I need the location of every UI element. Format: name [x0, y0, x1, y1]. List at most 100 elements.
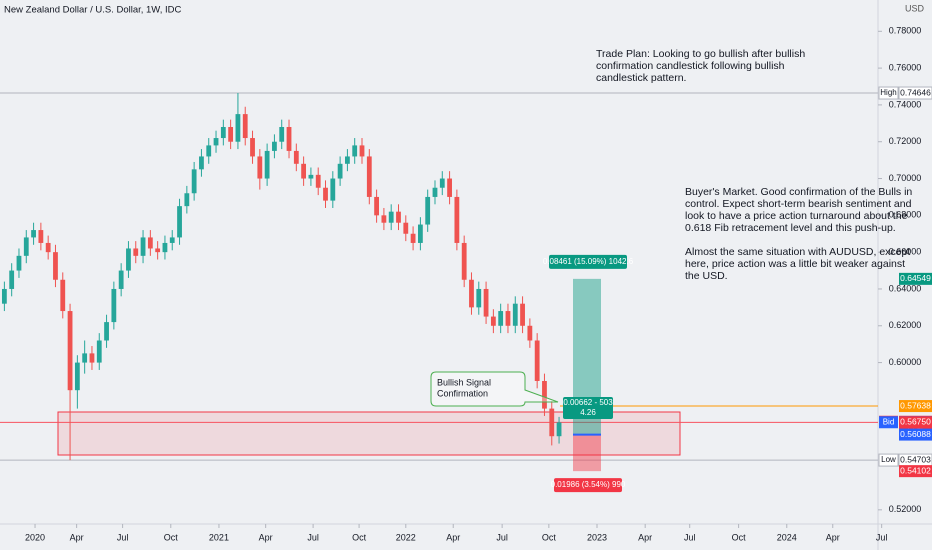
candle-body	[53, 252, 58, 280]
candle-body	[337, 163, 343, 179]
price-tag-name: Bid	[883, 417, 895, 426]
note: candlestick pattern.	[596, 72, 686, 84]
note: Trade Plan: Looking to go bullish after …	[596, 48, 805, 60]
candle-body	[549, 408, 555, 437]
x-tick-label: Apr	[259, 532, 273, 542]
price-tag-name-box	[879, 416, 898, 429]
candle-body	[133, 248, 139, 256]
candle-body	[454, 196, 460, 243]
candle-body	[213, 138, 219, 146]
candle-body	[556, 422, 562, 437]
x-tick-label: Apr	[826, 532, 840, 542]
y-tick-label: 0.62000	[889, 320, 922, 330]
candle-body	[38, 230, 44, 243]
candle-body	[520, 303, 525, 326]
candle-body	[82, 353, 88, 363]
candle-body	[410, 233, 416, 243]
candle-body	[366, 156, 372, 197]
support-zone	[57, 411, 681, 456]
candle-body	[74, 362, 80, 391]
y-tick-label: 0.78000	[889, 26, 922, 36]
candle-body	[23, 237, 29, 256]
price-tag	[898, 86, 932, 100]
candle-body	[250, 138, 255, 157]
x-tick-label: Jul	[307, 532, 319, 542]
price-tag-label: 0.54703	[900, 454, 931, 464]
price-tag-label: 0.54102	[900, 465, 931, 475]
candle-body	[293, 150, 299, 164]
x-tick-label: Oct	[164, 532, 179, 542]
x-tick-label: 2020	[25, 532, 45, 542]
candle-body	[155, 248, 161, 253]
price-tag	[899, 465, 932, 478]
currency-label: USD	[905, 3, 925, 13]
price-tag	[899, 400, 932, 413]
price-tag-label: 0.64549	[900, 273, 931, 283]
stop-box	[554, 478, 622, 493]
candle-body	[67, 311, 73, 391]
candle-body	[140, 237, 146, 256]
candle-body	[396, 211, 401, 223]
candle-body	[162, 242, 168, 253]
price-tag	[899, 428, 932, 441]
candle-body	[1, 288, 7, 304]
x-tick-label: Apr	[638, 532, 652, 542]
x-tick-label: 2024	[777, 532, 797, 542]
chart-title: New Zealand Dollar / U.S. Dollar, 1W, ID…	[4, 5, 182, 16]
y-tick-label: 0.76000	[889, 62, 922, 72]
y-tick-label: 0.70000	[889, 173, 922, 183]
note: the USD.	[685, 270, 728, 282]
x-tick-label: 2023	[587, 532, 607, 542]
candle-body	[264, 150, 270, 179]
note: control. Expect short-term bearish senti…	[685, 198, 912, 210]
price-tag-label: 0.57638	[900, 400, 931, 410]
x-tick-label: 2021	[209, 532, 229, 542]
note: confirmation candlestick following bulli…	[596, 60, 785, 72]
note: look to have a price action turnaround a…	[685, 210, 908, 222]
price-tag-label: 0.74646	[900, 87, 931, 97]
candle-body	[461, 242, 467, 280]
candle-body	[118, 270, 124, 289]
candle-body	[16, 255, 22, 271]
candle-body	[330, 178, 336, 201]
y-tick-label: 0.72000	[889, 136, 922, 146]
candle-body	[425, 196, 431, 225]
candle-body	[476, 288, 482, 308]
y-tick-label: 0.64000	[889, 283, 922, 293]
candle-body	[490, 316, 496, 326]
candle-body	[184, 193, 190, 207]
candle-body	[89, 353, 95, 363]
note: Buyer's Market. Good confirmation of the…	[685, 186, 912, 198]
candle-body	[177, 206, 182, 238]
x-tick-label: Jul	[496, 532, 508, 542]
note: Almost the same situation with AUDUSD, e…	[685, 246, 910, 258]
x-tick-label: Apr	[446, 532, 460, 542]
y-tick-label: 0.74000	[889, 99, 922, 109]
callout-text: Confirmation	[437, 388, 488, 398]
candle-body	[60, 279, 66, 312]
candle-body	[308, 174, 314, 179]
candle-body	[104, 322, 109, 341]
note: here, price action was a little bit weak…	[685, 258, 905, 270]
candle-body	[242, 114, 248, 139]
candle-body	[279, 126, 285, 142]
candle-body	[191, 169, 197, 194]
mid-box	[563, 397, 613, 419]
candle-body	[286, 126, 292, 151]
price-tag-name-box	[878, 86, 899, 100]
plot: 0.78000 0.76000 0.74000 0.72000 0.70000 0.680…	[0, 26, 932, 542]
y-tick-label: 0.52000	[889, 504, 922, 514]
loss-zone	[573, 434, 601, 472]
candle-body	[301, 163, 307, 179]
candle-body	[45, 242, 51, 253]
callout-box	[430, 371, 559, 407]
candle-body	[352, 145, 358, 157]
x-tick-label: Jul	[684, 532, 696, 542]
candle-body	[483, 288, 489, 317]
x-tick-label: Oct	[542, 532, 557, 542]
candle-body	[31, 230, 36, 238]
candle-body	[512, 303, 518, 326]
x-tick-label: Oct	[732, 532, 747, 542]
candle-body	[527, 325, 533, 341]
